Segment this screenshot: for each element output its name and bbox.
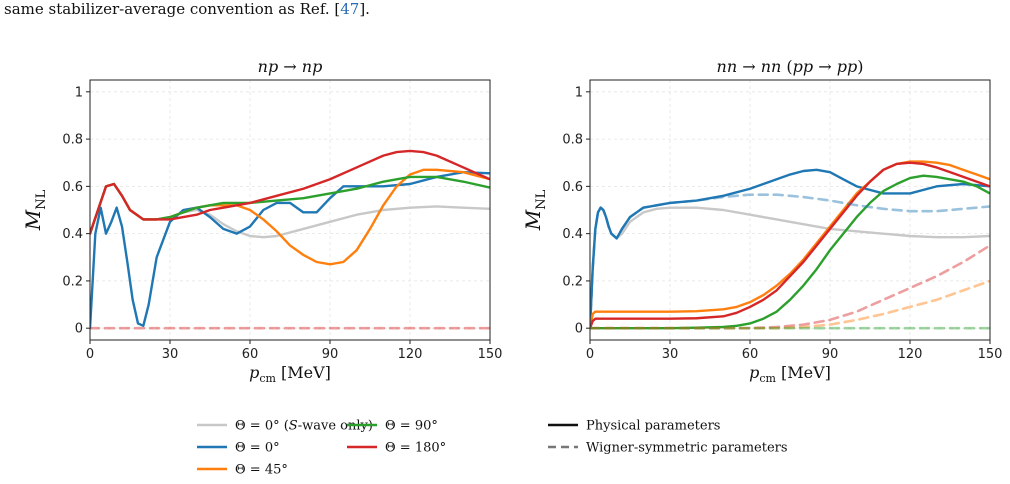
legend-label: Physical parameters	[586, 419, 720, 434]
x-tick-label: 30	[162, 347, 179, 362]
legend: Θ = 0° (S-wave only) Θ = 0° Θ = 45° Θ = 90°…	[197, 419, 788, 478]
series-line-wigner-7	[590, 279, 990, 330]
y-tick-label: 0.8	[62, 133, 83, 148]
y-tick-label: 0	[575, 322, 583, 337]
y-tick-label: 0.4	[562, 227, 583, 242]
y-tick-label: 0.4	[62, 227, 83, 242]
series-line-physical-4	[90, 149, 490, 235]
caption-prefix: same stabilizer-average convention as Re…	[4, 0, 341, 18]
x-tick-label: 30	[662, 347, 679, 362]
legend-label: Θ = 0°	[235, 441, 280, 456]
x-tick-label: 60	[742, 347, 759, 362]
legend-item: Physical parameters	[548, 419, 720, 434]
y-axis-title: MNL	[521, 189, 549, 231]
y-tick-label: 0	[75, 322, 83, 337]
panel-2: 0 30 60 90 120 150 0 0.2 0.4 0.6 0.8 1 nn → nn (pp →…	[521, 57, 1002, 385]
series-line-physical-2	[90, 168, 490, 266]
x-tick-label: 150	[978, 347, 1003, 362]
legend-item: Θ = 180°	[347, 441, 446, 456]
legend-label: Θ = 180°	[385, 441, 446, 456]
legend-item: Θ = 45°	[197, 463, 288, 478]
panel-1: 0 30 60 90 120 150 0 0.2 0.4 0.6 0.8 1 np → np pcm [M…	[21, 57, 502, 385]
panel-title: nn → nn (pp → pp)	[717, 57, 864, 76]
legend-item: Θ = 90°	[347, 419, 438, 434]
caption-suffix: ].	[359, 0, 370, 18]
series-line-physical-3	[590, 174, 990, 330]
x-tick-label: 90	[322, 347, 339, 362]
y-tick-label: 0.6	[62, 180, 83, 195]
legend-label: Wigner-symmetric parameters	[586, 441, 788, 456]
x-tick-label: 60	[242, 347, 259, 362]
series-line-physical-1	[90, 170, 490, 330]
x-tick-label: 150	[478, 347, 503, 362]
series-line-physical-2	[590, 160, 990, 330]
panel-title: np → np	[258, 57, 323, 76]
figure-caption: same stabilizer-average convention as Re…	[0, 0, 1010, 30]
x-tick-label: 90	[822, 347, 839, 362]
x-tick-label: 0	[586, 347, 594, 362]
x-tick-label: 120	[898, 347, 923, 362]
y-tick-label: 0.2	[62, 274, 83, 289]
series-line-wigner-6	[590, 244, 990, 330]
plot-frame	[589, 79, 991, 341]
y-tick-label: 0.6	[562, 180, 583, 195]
legend-label: Θ = 45°	[235, 463, 288, 478]
legend-label: Θ = 0° (S-wave only)	[235, 419, 373, 434]
plot-frame	[89, 79, 491, 341]
x-tick-label: 120	[398, 347, 423, 362]
series-line-physical-0	[590, 206, 990, 330]
legend-item: Wigner-symmetric parameters	[548, 441, 788, 456]
y-tick-label: 1	[575, 85, 583, 100]
legend-label: Θ = 90°	[385, 419, 438, 434]
y-axis-title: MNL	[21, 189, 49, 231]
x-axis-title: pcm [MeV]	[249, 363, 331, 385]
y-tick-label: 1	[75, 85, 83, 100]
caption-reference-link[interactable]: 47	[340, 0, 360, 18]
x-axis-title: pcm [MeV]	[749, 363, 831, 385]
legend-item: Θ = 0° (S-wave only)	[197, 419, 373, 434]
legend-item: Θ = 0°	[197, 441, 280, 456]
series-line-physical-3	[90, 175, 490, 235]
series-line-physical-4	[590, 161, 990, 330]
series-line-physical-1	[590, 168, 990, 330]
y-tick-label: 0.2	[562, 274, 583, 289]
y-tick-label: 0.8	[562, 133, 583, 148]
series-line-wigner-5	[590, 193, 990, 330]
x-tick-label: 0	[86, 347, 94, 362]
